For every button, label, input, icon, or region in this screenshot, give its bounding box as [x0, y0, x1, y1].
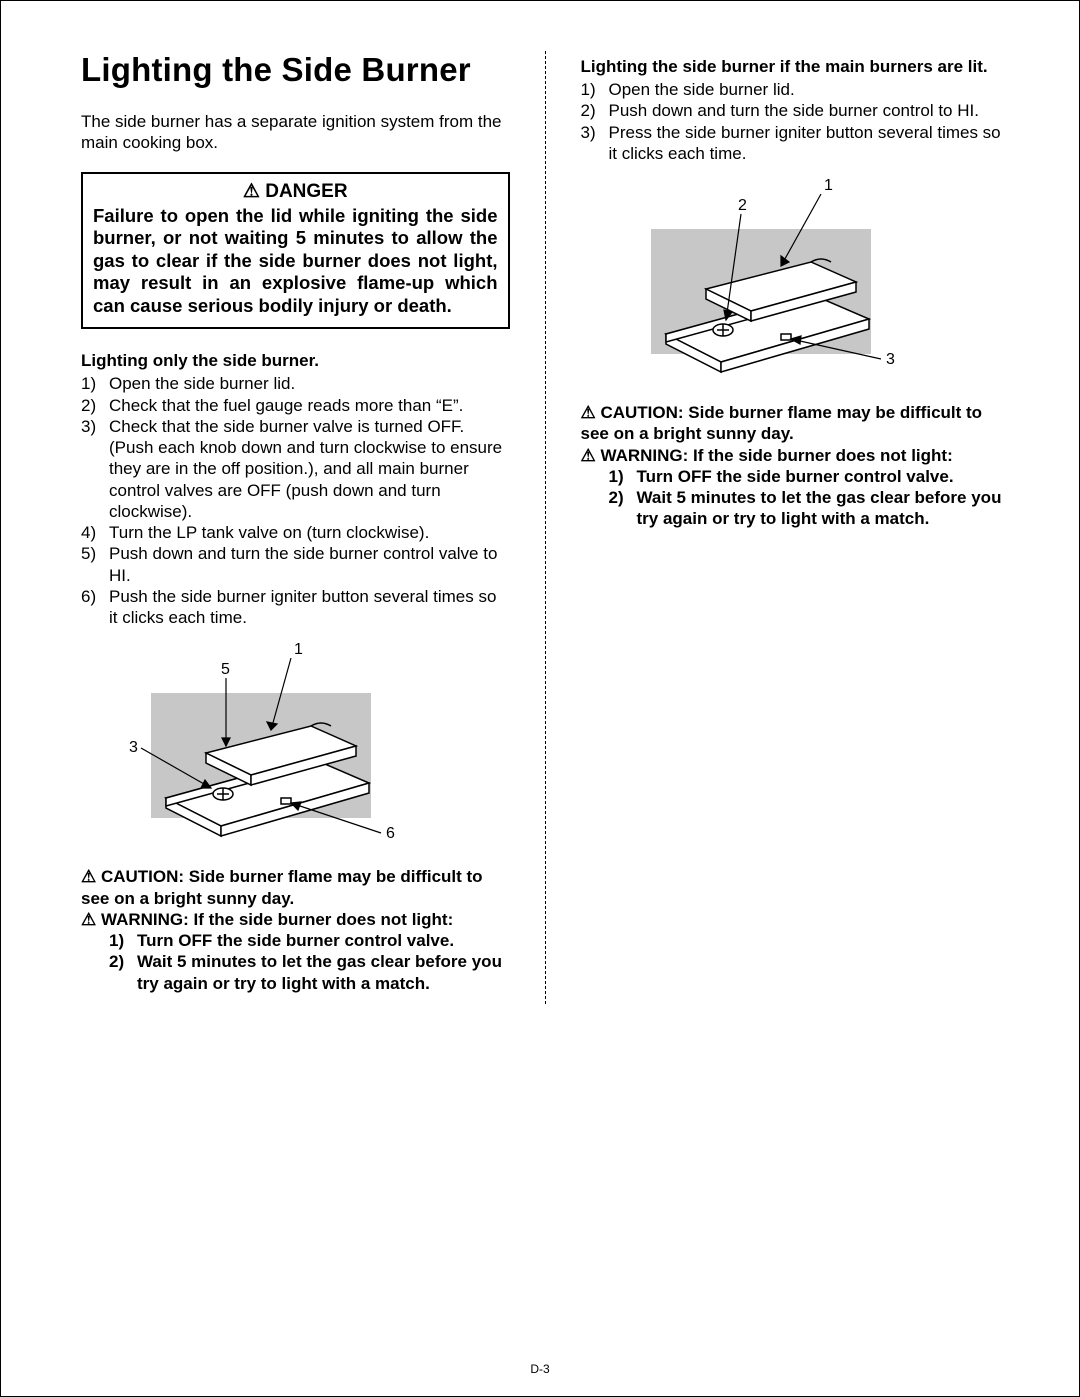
warning-steps: 1)Turn OFF the side burner control valve…: [581, 466, 1010, 530]
warning-line: ⚠ WARNING: If the side burner does not l…: [581, 445, 1010, 466]
left-subhead: Lighting only the side burner.: [81, 351, 510, 371]
diagram-label: 3: [886, 351, 895, 368]
diagram-label: 1: [824, 177, 833, 194]
two-column-layout: Lighting the Side Burner The side burner…: [81, 51, 1009, 1004]
left-steps-list: 1)Open the side burner lid. 2)Check that…: [81, 373, 510, 628]
step-item: 2)Wait 5 minutes to let the gas clear be…: [609, 487, 1010, 530]
intro-text: The side burner has a separate ignition …: [81, 111, 510, 154]
step-item: 2)Check that the fuel gauge reads more t…: [81, 395, 510, 416]
right-subhead: Lighting the side burner if the main bur…: [581, 57, 1010, 77]
step-item: 3)Press the side burner igniter button s…: [581, 122, 1010, 165]
step-item: 1)Open the side burner lid.: [581, 79, 1010, 100]
diagram-label: 6: [386, 825, 395, 842]
step-item: 2)Push down and turn the side burner con…: [581, 100, 1010, 121]
right-caution-block: ⚠ CAUTION: Side burner flame may be diff…: [581, 402, 1010, 530]
step-item: 2)Wait 5 minutes to let the gas clear be…: [109, 951, 510, 994]
column-divider: [545, 51, 546, 1004]
right-column: Lighting the side burner if the main bur…: [581, 51, 1010, 1004]
page-number: D-3: [1, 1362, 1079, 1376]
diagram-label: 3: [129, 739, 138, 756]
manual-page: Lighting the Side Burner The side burner…: [0, 0, 1080, 1397]
right-steps-list: 1)Open the side burner lid. 2)Push down …: [581, 79, 1010, 164]
left-caution-block: ⚠ CAUTION: Side burner flame may be diff…: [81, 866, 510, 994]
step-item: 1)Turn OFF the side burner control valve…: [109, 930, 510, 951]
caution-line: ⚠ CAUTION: Side burner flame may be diff…: [581, 402, 1010, 445]
left-diagram: 1 5 3 6: [111, 638, 510, 848]
danger-heading: ⚠ DANGER: [93, 180, 498, 203]
danger-body: Failure to open the lid while igniting t…: [93, 205, 498, 318]
diagram-label: 1: [294, 641, 303, 658]
warning-steps: 1)Turn OFF the side burner control valve…: [81, 930, 510, 994]
step-item: 3)Check that the side burner valve is tu…: [81, 416, 510, 522]
step-item: 1)Open the side burner lid.: [81, 373, 510, 394]
step-item: 6)Push the side burner igniter button se…: [81, 586, 510, 629]
diagram-label: 5: [221, 661, 230, 678]
danger-box: ⚠ DANGER Failure to open the lid while i…: [81, 172, 510, 330]
step-item: 4)Turn the LP tank valve on (turn clockw…: [81, 522, 510, 543]
diagram-label: 2: [738, 197, 747, 214]
caution-line: ⚠ CAUTION: Side burner flame may be diff…: [81, 866, 510, 909]
right-diagram: 1 2 3: [611, 174, 1010, 384]
page-title: Lighting the Side Burner: [81, 51, 510, 89]
left-column: Lighting the Side Burner The side burner…: [81, 51, 510, 1004]
step-item: 5)Push down and turn the side burner con…: [81, 543, 510, 586]
step-item: 1)Turn OFF the side burner control valve…: [609, 466, 1010, 487]
warning-line: ⚠ WARNING: If the side burner does not l…: [81, 909, 510, 930]
